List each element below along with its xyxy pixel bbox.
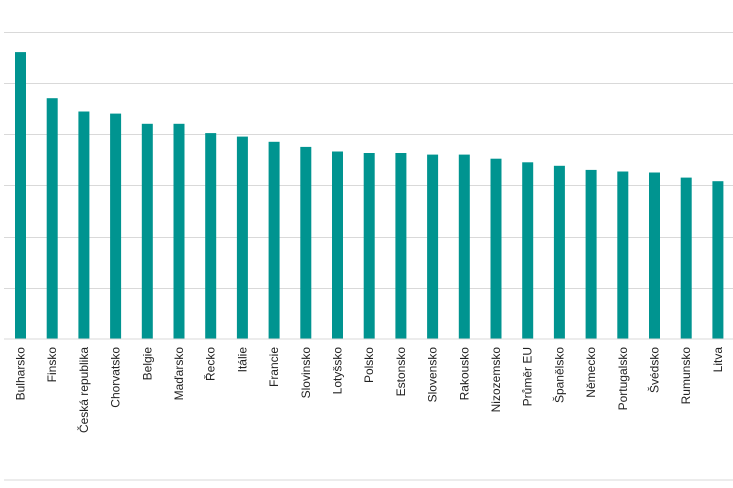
bar — [427, 154, 439, 339]
category-labels: Bulharsko Finsko Česká republika Chorvatsko… — [14, 347, 725, 433]
category-tick-label: Rumunsko — [679, 347, 693, 405]
category-tick-label: Bulharsko — [14, 347, 28, 401]
bar — [15, 52, 26, 339]
category-tick-label: Slovinsko — [299, 347, 313, 399]
bar — [110, 113, 122, 339]
category-tick-label: Litva — [711, 347, 725, 373]
bar — [268, 141, 280, 339]
category-tick-label: Řecko — [203, 347, 218, 381]
bar — [78, 111, 90, 339]
bar — [173, 123, 185, 339]
category-tick-label: Německo — [584, 347, 598, 398]
bar — [553, 165, 565, 339]
bar — [395, 153, 407, 339]
category-tick-label: Rakousko — [457, 347, 471, 401]
bar — [490, 158, 502, 339]
category-tick-label: Maďarsko — [172, 347, 186, 401]
bar — [46, 98, 58, 339]
category-tick-label: Francie — [267, 347, 281, 387]
bar — [522, 162, 534, 339]
category-tick-label: Polsko — [362, 347, 376, 383]
category-tick-label: Průměr EU — [521, 347, 535, 406]
category-tick-label: Belgie — [140, 347, 154, 381]
bar — [141, 123, 153, 339]
category-tick-label: Estonsko — [394, 347, 408, 397]
bar — [363, 153, 375, 339]
bar — [649, 172, 660, 339]
category-tick-label: Lotyšsko — [331, 347, 345, 395]
category-tick-label: Švédsko — [647, 347, 662, 393]
category-tick-label: Nizozemsko — [489, 347, 503, 413]
bar — [617, 171, 629, 339]
bar — [458, 154, 470, 339]
bar — [680, 177, 692, 339]
bar — [712, 181, 724, 339]
category-tick-label: Finsko — [45, 347, 59, 383]
bar — [585, 169, 597, 339]
bar — [236, 136, 248, 339]
category-tick-label: Portugalsko — [616, 347, 630, 411]
category-tick-label: Španělsko — [551, 347, 566, 403]
bar — [332, 151, 343, 339]
bar — [300, 146, 312, 339]
bar — [205, 133, 217, 339]
bars — [15, 52, 724, 339]
category-tick-label: Česká republika — [76, 347, 91, 433]
category-tick-label: Slovensko — [426, 347, 440, 403]
category-tick-label: Itálie — [235, 347, 249, 373]
category-tick-label: Chorvatsko — [109, 347, 123, 408]
